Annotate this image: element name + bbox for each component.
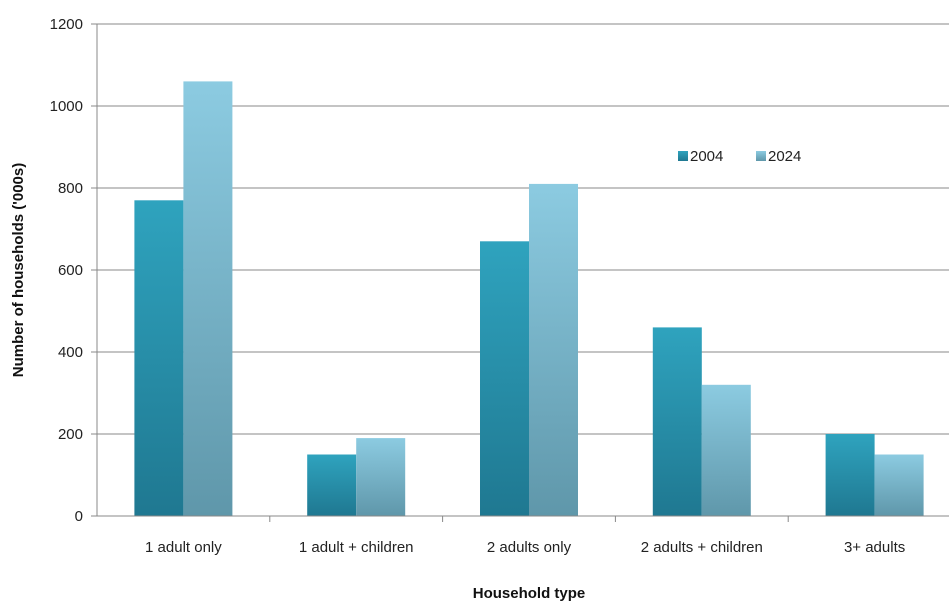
x-tick-labels: 1 adult only 1 adult + children 2 adults o… (145, 516, 905, 556)
bar-2004-0 (134, 200, 184, 517)
bar-2024-0 (183, 81, 233, 517)
bar-2004-3 (652, 327, 702, 516)
y-tick-label: 0 (75, 508, 83, 525)
x-tick-label: 2 adults + children (641, 539, 763, 556)
legend-label-2024: 2024 (768, 148, 801, 165)
legend-swatch-2004 (678, 151, 688, 161)
bar-2024-2 (529, 183, 578, 516)
x-tick-label: 2 adults only (487, 539, 572, 556)
y-axis-title: Number of households ('000s) (10, 163, 27, 377)
legend-label-2004: 2004 (690, 148, 723, 165)
bars (134, 81, 924, 517)
x-tick-label: 1 adult only (145, 539, 222, 556)
legend-swatch-2024 (756, 151, 766, 161)
x-tick-label: 1 adult + children (299, 539, 414, 556)
x-axis-title: Household type (473, 585, 586, 602)
bar-2004-2 (480, 241, 529, 517)
bar-2004-4 (825, 434, 875, 516)
y-tick-label: 400 (58, 344, 83, 361)
y-tick-label: 600 (58, 262, 83, 279)
bar-2024-1 (356, 438, 406, 516)
bar-2024-3 (701, 384, 751, 516)
y-tick-labels: 0 200 400 600 800 1000 1200 (50, 16, 97, 525)
y-tick-label: 800 (58, 180, 83, 197)
legend: 2004 2024 (678, 148, 801, 165)
y-tick-label: 1200 (50, 16, 83, 33)
y-tick-label: 200 (58, 426, 83, 443)
x-tick-label: 3+ adults (844, 539, 905, 556)
bar-2004-1 (307, 454, 357, 516)
y-tick-label: 1000 (50, 98, 83, 115)
bar-2024-4 (874, 454, 924, 516)
